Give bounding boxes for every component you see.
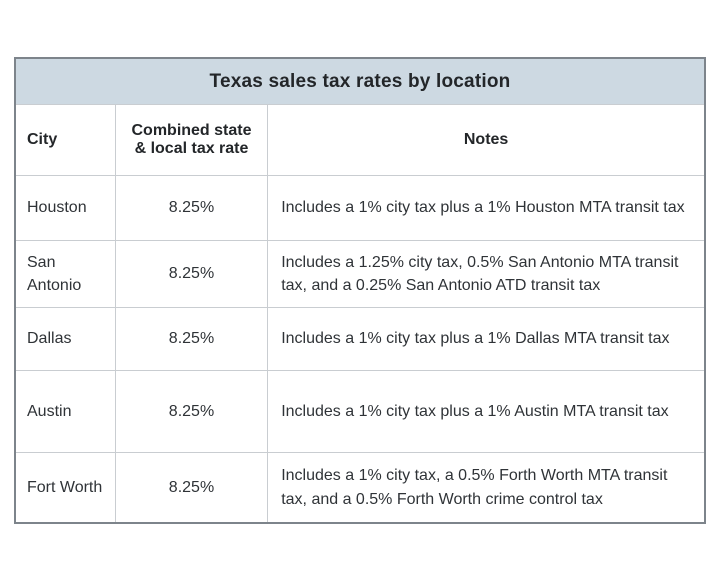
city-cell: Fort Worth (14, 452, 116, 524)
table-row-austin: Austin 8.25% Includes a 1% city tax plus… (14, 370, 706, 453)
notes-cell: Includes a 1% city tax, a 0.5% Forth Wor… (267, 452, 706, 524)
rate-cell: 8.25% (114, 175, 269, 241)
table-header-row: City Combined state & local tax rate Not… (14, 104, 706, 176)
notes-cell: Includes a 1% city tax plus a 1% Austin … (267, 370, 706, 453)
rate-cell: 8.25% (114, 307, 269, 371)
table-row-houston: Houston 8.25% Includes a 1% city tax plu… (14, 175, 706, 241)
rate-cell: 8.25% (114, 240, 269, 308)
table-row-san-antonio: San Antonio 8.25% Includes a 1.25% city … (14, 240, 706, 308)
tax-rates-table: Texas sales tax rates by location City C… (14, 57, 706, 524)
rate-cell: 8.25% (114, 370, 269, 453)
city-cell: Austin (14, 370, 116, 453)
notes-cell: Includes a 1.25% city tax, 0.5% San Anto… (267, 240, 706, 308)
city-cell: Houston (14, 175, 116, 241)
rate-cell: 8.25% (114, 452, 269, 524)
city-cell: San Antonio (14, 240, 116, 308)
column-header-rate: Combined state & local tax rate (114, 104, 269, 176)
city-cell: Dallas (14, 307, 116, 371)
table-row-dallas: Dallas 8.25% Includes a 1% city tax plus… (14, 307, 706, 371)
column-header-notes: Notes (267, 104, 706, 176)
column-header-city: City (14, 104, 116, 176)
table-title-row: Texas sales tax rates by location (14, 57, 706, 105)
table-row-fort-worth: Fort Worth 8.25% Includes a 1% city tax,… (14, 452, 706, 524)
notes-cell: Includes a 1% city tax plus a 1% Houston… (267, 175, 706, 241)
notes-cell: Includes a 1% city tax plus a 1% Dallas … (267, 307, 706, 371)
table-title: Texas sales tax rates by location (14, 57, 706, 105)
